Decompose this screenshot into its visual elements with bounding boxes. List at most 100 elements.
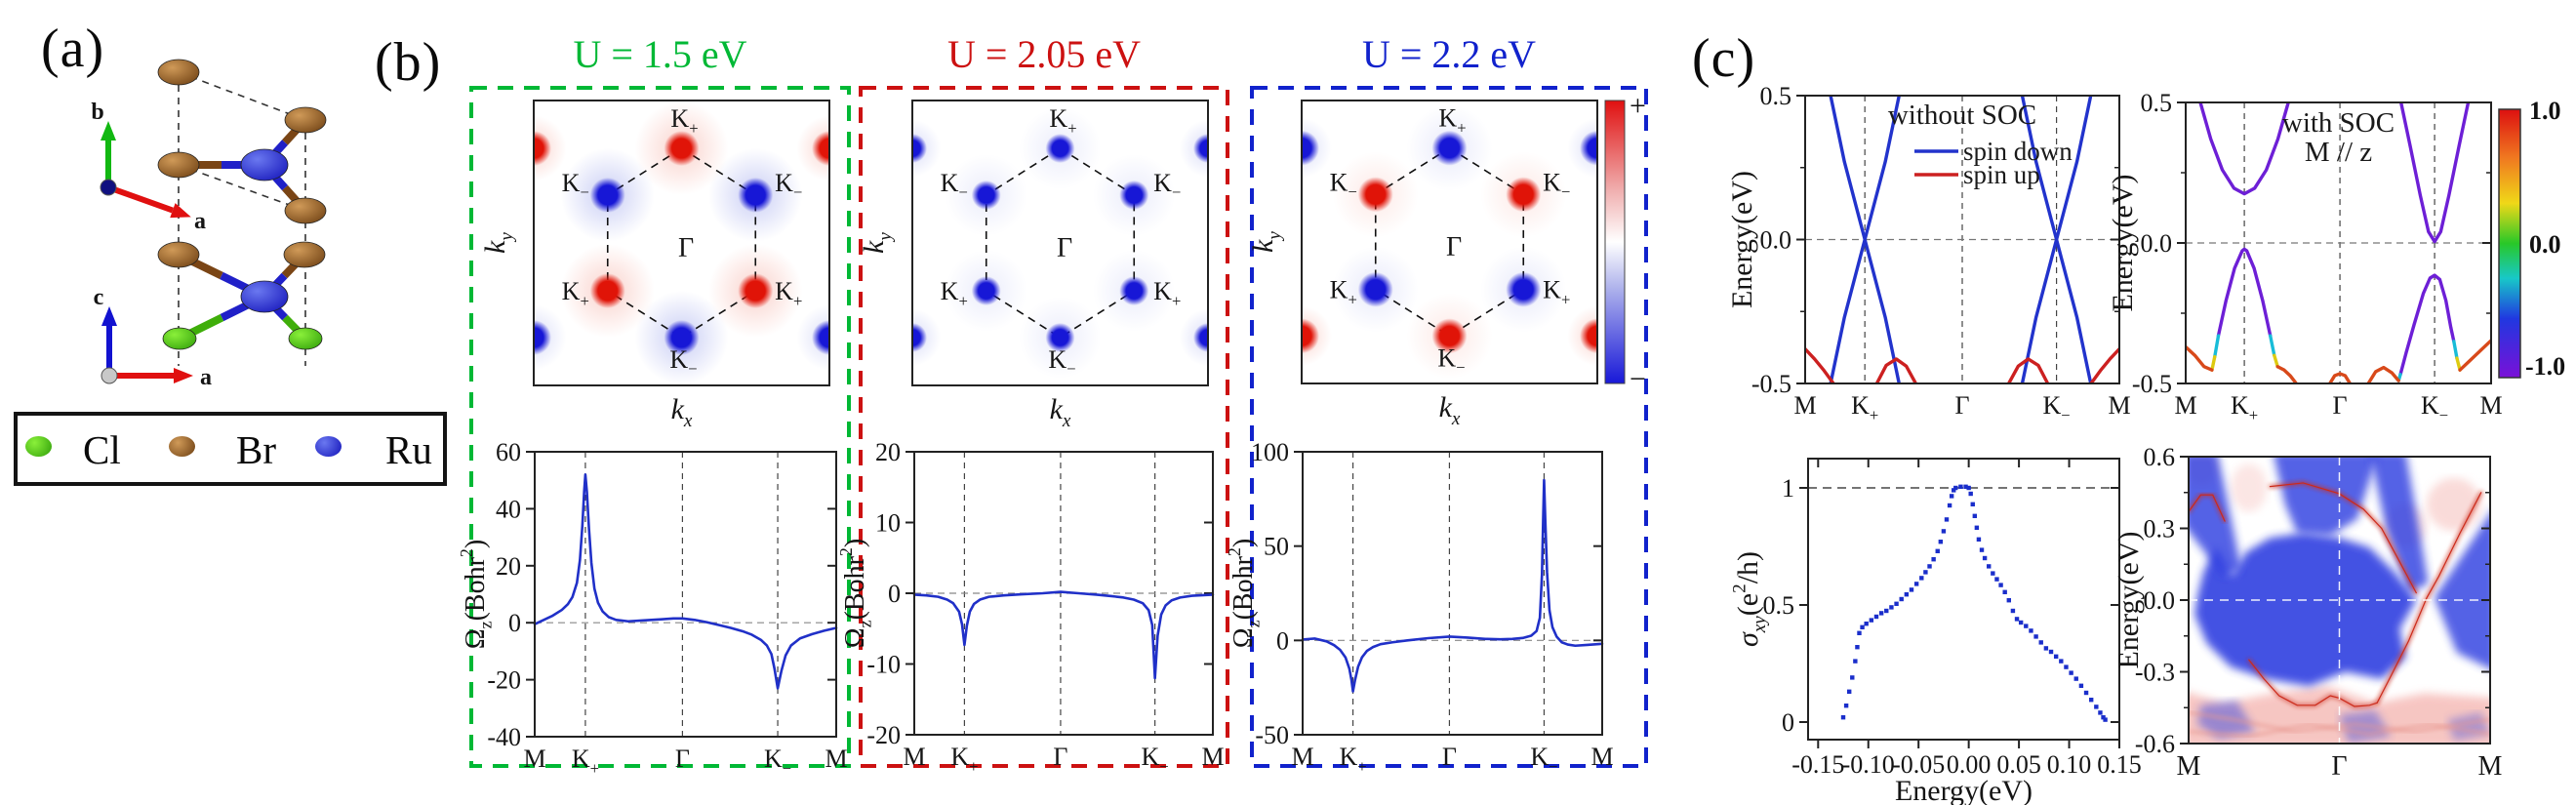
svg-text:-0.10: -0.10 [1842,750,1895,779]
svg-text:0.0: 0.0 [1760,226,1792,255]
ru-legend-label: Ru [385,427,432,472]
svg-text:-10: -10 [866,651,901,679]
svg-text:0: 0 [508,609,521,637]
svg-text:ky: ky [1247,231,1285,253]
svg-text:100: 100 [1251,438,1289,466]
svg-text:K+: K+ [1049,104,1076,138]
svg-text:-40: -40 [487,723,521,751]
svg-text:20: 20 [875,438,901,466]
svg-text:K+: K+ [562,277,589,310]
svg-text:-0.3: -0.3 [2135,659,2175,687]
svg-text:Γ: Γ [1057,233,1072,263]
svg-text:0.00: 0.00 [1947,750,1992,779]
svg-text:Ωz(Bohr2): Ωz(Bohr2) [1225,539,1263,648]
svg-text:K−: K− [764,745,791,778]
svg-text:K+: K+ [941,277,968,310]
svg-text:0.5: 0.5 [1760,82,1792,110]
svg-text:Γ: Γ [1954,391,1969,420]
svg-text:kx: kx [1050,393,1071,431]
svg-text:M: M [903,743,925,771]
svg-text:M: M [1201,743,1224,771]
svg-text:0.0: 0.0 [2144,586,2176,615]
svg-text:Γ: Γ [678,233,694,263]
svg-text:K−: K− [1048,345,1075,379]
svg-text:K−: K− [775,169,802,202]
svg-text:-0.5: -0.5 [2132,370,2172,398]
nosoc-title: without SOC [1887,100,2037,131]
svg-text:10: 10 [875,509,901,538]
svg-text:K−: K− [1330,168,1357,201]
svg-text:K+: K+ [1339,743,1366,776]
svg-text:-20: -20 [487,666,521,695]
svg-text:K+: K+ [2231,391,2258,424]
svg-text:-0.6: -0.6 [2135,730,2175,758]
svg-text:20: 20 [496,552,521,581]
svg-text:M: M [825,745,847,773]
svg-text:0: 0 [1782,708,1794,737]
svg-text:K−: K− [941,169,968,202]
svg-text:K+: K+ [1543,276,1570,309]
svg-text:0.0: 0.0 [2141,229,2173,258]
svg-text:Γ: Γ [1053,743,1067,771]
svg-text:K+: K+ [1851,391,1878,424]
svg-text:-0.05: -0.05 [1892,750,1945,779]
svg-text:M: M [2108,391,2130,420]
svg-text:K+: K+ [572,745,599,778]
panel-a-letter: (a) [41,19,105,79]
svg-text:M: M [1590,743,1613,771]
svg-text:Ωz(Bohr2): Ωz(Bohr2) [457,540,495,649]
svg-text:0.05: 0.05 [1996,750,2041,779]
svg-text:a: a [194,209,206,234]
svg-text:K+: K+ [950,743,978,776]
crystal-structure: b a c a [91,59,327,390]
svg-text:K−: K− [1153,169,1181,202]
berry-curvature-path-plot: M K+ Γ K− M 100 50 0 -50 Ωz(Bohr2) [1225,438,1613,776]
svg-text:0.3: 0.3 [2144,515,2176,543]
dashed-box [1250,86,1648,768]
svg-text:K−: K− [1543,168,1570,201]
berry-curvature-path-plot: M K+ Γ K− M 60 40 20 0 -20 -40 Ωz(Bohr2) [457,438,847,778]
svg-text:0.6: 0.6 [2144,443,2176,471]
br-legend-label: Br [236,427,276,472]
panel-b-letter: (b) [375,32,442,93]
svg-text:kx: kx [671,393,693,431]
svg-text:Ωz(Bohr2): Ωz(Bohr2) [836,539,874,648]
colorbar-minus-sign: − [1630,363,1646,395]
band-structure-plot: M K+ Γ K− M 0.5 0.0 -0.5 Energy(eV) [2107,89,2521,424]
svg-text:M: M [1793,391,1816,420]
svg-text:ky: ky [858,232,896,254]
svg-text:K−: K− [2043,391,2071,424]
cl-atom-icon [25,436,52,457]
svg-text:50: 50 [1264,533,1289,561]
svg-text:K+: K+ [775,277,802,310]
svg-text:Γ: Γ [1442,743,1457,771]
soc-colorbar-max-label: 1.0 [2529,97,2561,125]
svg-text:K−: K− [2421,391,2448,424]
ru-atom-icon [315,436,342,457]
column-title-u-2.2: U = 2.2 eV [1361,32,1537,76]
svg-text:0.15: 0.15 [2097,750,2142,779]
legend-spin-up-label: spin up [1963,160,2040,189]
svg-text:K+: K+ [670,104,698,138]
svg-text:Energy(eV): Energy(eV) [2113,531,2145,668]
cl-legend-label: Cl [83,427,121,472]
svg-text:0.10: 0.10 [2047,750,2092,779]
svg-text:-0.15: -0.15 [1791,750,1844,779]
svg-text:K−: K− [669,345,697,379]
dashed-box [469,86,851,768]
svg-text:M: M [2479,391,2502,420]
atom-legend: Cl Br Ru [14,412,447,486]
svg-text:60: 60 [496,438,521,466]
svg-text:K−: K− [1530,743,1557,776]
svg-text:M: M [2174,391,2196,420]
svg-text:M: M [2177,751,2201,782]
svg-text:M: M [523,745,545,773]
soc-colorbar-min-label: -1.0 [2525,352,2566,381]
svg-text:b: b [91,100,103,125]
svg-text:K+: K+ [1438,104,1466,138]
hall-conductivity-plot: -0.15-0.10-0.05 0.00 0.05 0.10 0.15 1 0.5 0 Ener… [1729,458,2142,805]
svg-text:M: M [1291,743,1313,771]
berry-curvature-path-plot: M K+ Γ K− M 20 10 0 -10 -20 Ωz(Bohr2) [836,438,1224,776]
